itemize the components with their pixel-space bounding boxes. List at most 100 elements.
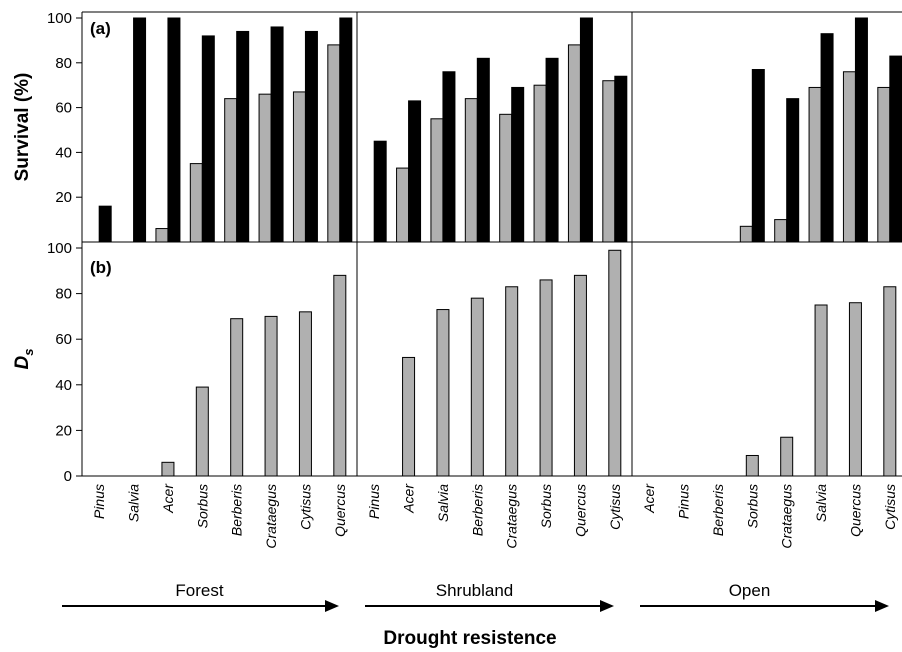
habitat-arrow-head — [325, 600, 339, 612]
category-label-berberis: Berberis — [469, 484, 485, 536]
category-label-sorbus: Sorbus — [538, 484, 554, 528]
bar-shrubland-berberis-s0 — [464, 98, 478, 243]
category-label-cytisus: Cytisus — [607, 484, 623, 530]
category-label-pinus: Pinus — [366, 484, 382, 519]
bar-forest-berberis-s0 — [230, 318, 244, 477]
bar-shrubland-salvia-s0 — [430, 118, 444, 243]
y-axis-label: Survival (%) — [12, 73, 33, 182]
bar-open-sorbus-s0 — [745, 454, 759, 477]
bar-forest-sorbus-s1 — [201, 35, 215, 243]
bar-shrubland-salvia-s1 — [442, 71, 456, 243]
category-label-cytisus: Cytisus — [297, 484, 313, 530]
category-label-quercus: Quercus — [572, 484, 588, 537]
bar-shrubland-acer-s0 — [402, 356, 416, 477]
category-label-pinus: Pinus — [91, 484, 107, 519]
bar-forest-cytisus-s0 — [292, 91, 306, 243]
bar-open-cytisus-s1 — [889, 55, 902, 243]
bar-forest-berberis-s1 — [236, 30, 250, 243]
category-label-berberis: Berberis — [229, 484, 245, 536]
bar-shrubland-crataegus-s0 — [499, 113, 513, 243]
habitat-label-forest: Forest — [175, 581, 223, 600]
bar-shrubland-crataegus-s1 — [511, 86, 525, 243]
bar-shrubland-acer-s1 — [408, 100, 422, 243]
y-tick-label: 20 — [55, 189, 72, 206]
bar-forest-sorbus-s0 — [195, 386, 209, 477]
bar-shrubland-quercus-s0 — [567, 44, 581, 243]
bar-shrubland-cytisus-s1 — [614, 75, 628, 243]
y-tick-label: 80 — [55, 286, 72, 303]
bar-open-crataegus-s0 — [780, 436, 794, 477]
y-tick-label: 60 — [55, 100, 72, 117]
bar-open-cytisus-s0 — [883, 286, 897, 477]
bar-shrubland-acer-s0 — [396, 167, 410, 243]
bar-forest-berberis-s0 — [224, 98, 238, 243]
y-tick-label: 80 — [55, 55, 72, 72]
category-label-crataegus: Crataegus — [504, 484, 520, 549]
bar-shrubland-crataegus-s0 — [505, 286, 519, 477]
bar-forest-cytisus-s1 — [304, 30, 318, 243]
panel-label: (b) — [90, 258, 112, 277]
bar-open-quercus-s0 — [848, 302, 862, 477]
bar-forest-quercus-s0 — [327, 44, 341, 243]
bar-shrubland-sorbus-s0 — [539, 279, 553, 477]
bar-shrubland-sorbus-s0 — [533, 84, 547, 243]
y-tick-label: 60 — [55, 331, 72, 348]
bar-forest-crataegus-s0 — [264, 315, 278, 477]
y-tick-label: 20 — [55, 422, 72, 439]
bar-forest-crataegus-s1 — [270, 26, 284, 243]
category-label-crataegus: Crataegus — [779, 484, 795, 549]
bar-forest-salvia-s1 — [133, 17, 147, 243]
habitat-arrow-head — [875, 600, 889, 612]
habitat-arrow-head — [600, 600, 614, 612]
bar-forest-acer-s0 — [155, 228, 169, 243]
bar-open-crataegus-s1 — [786, 98, 800, 243]
y-tick-label: 40 — [55, 144, 72, 161]
bar-open-salvia-s0 — [808, 86, 822, 243]
bar-open-quercus-s0 — [842, 71, 856, 243]
habitat-label-open: Open — [729, 581, 771, 600]
category-label-berberis: Berberis — [710, 484, 726, 536]
bar-shrubland-sorbus-s1 — [545, 57, 559, 243]
category-label-cytisus: Cytisus — [882, 484, 898, 530]
bar-shrubland-quercus-s1 — [579, 17, 593, 243]
y-axis-label: Ds — [12, 349, 36, 370]
bar-shrubland-cytisus-s0 — [602, 80, 616, 243]
bar-shrubland-berberis-s1 — [476, 57, 490, 243]
bar-open-sorbus-s0 — [739, 225, 753, 243]
bar-forest-acer-s0 — [161, 461, 175, 477]
category-label-acer: Acer — [401, 483, 417, 514]
bar-open-salvia-s0 — [814, 304, 828, 477]
x-axis-label: Drought resistence — [383, 628, 556, 649]
y-axis-label-subscript: s — [21, 349, 36, 356]
panel-a: 20 40 60 80 100 (a) Survival (%) — [12, 10, 902, 243]
y-tick-label: 0 — [64, 468, 72, 485]
bar-forest-cytisus-s0 — [298, 311, 312, 477]
bar-forest-acer-s1 — [167, 17, 181, 243]
habitat-label-shrubland: Shrubland — [436, 581, 514, 600]
category-label-sorbus: Sorbus — [744, 484, 760, 528]
bar-open-salvia-s1 — [820, 33, 834, 243]
category-label-acer: Acer — [641, 483, 657, 514]
panel-label: (a) — [90, 19, 111, 38]
y-axis-label-main: D — [12, 355, 33, 369]
bar-shrubland-salvia-s0 — [436, 309, 450, 477]
bar-shrubland-berberis-s0 — [470, 297, 484, 477]
category-label-salvia: Salvia — [813, 484, 829, 522]
bar-open-crataegus-s0 — [774, 219, 788, 243]
bar-forest-pinus-s1 — [98, 205, 112, 243]
y-axis-label-main: Survival (%) — [12, 73, 33, 182]
category-label-salvia: Salvia — [126, 484, 142, 522]
bar-forest-crataegus-s0 — [258, 93, 272, 243]
bar-forest-quercus-s0 — [333, 274, 347, 477]
category-label-pinus: Pinus — [676, 484, 692, 519]
category-label-quercus: Quercus — [847, 484, 863, 537]
bar-forest-sorbus-s0 — [189, 163, 203, 243]
bar-open-sorbus-s1 — [751, 69, 765, 243]
bar-shrubland-pinus-s1 — [373, 140, 387, 243]
category-label-sorbus: Sorbus — [194, 484, 210, 528]
bar-forest-quercus-s1 — [339, 17, 353, 243]
category-label-salvia: Salvia — [435, 484, 451, 522]
y-tick-label: 100 — [47, 240, 72, 257]
category-label-acer: Acer — [160, 483, 176, 514]
